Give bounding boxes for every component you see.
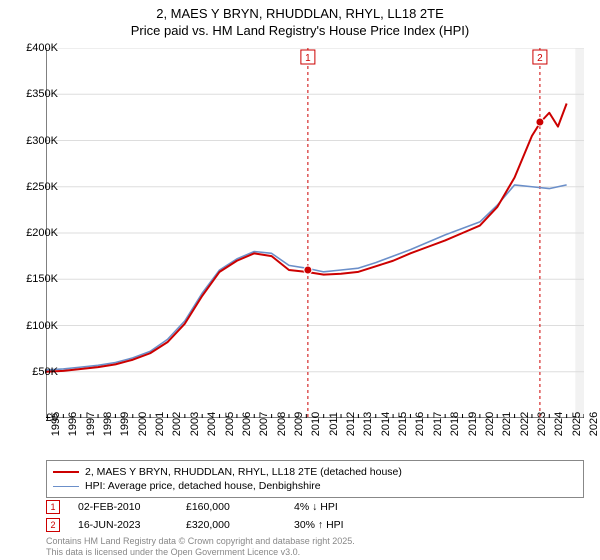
x-axis-label: 2017 bbox=[432, 412, 444, 436]
x-axis-label: 2005 bbox=[224, 412, 236, 436]
x-axis-label: 2001 bbox=[154, 412, 166, 436]
chart-plot-area: 12 bbox=[46, 48, 584, 418]
x-axis-label: 2010 bbox=[310, 412, 322, 436]
y-axis-label: £250K bbox=[26, 181, 58, 193]
x-axis-label: 2024 bbox=[553, 412, 565, 436]
x-axis-label: 2004 bbox=[206, 412, 218, 436]
y-axis-label: £150K bbox=[26, 273, 58, 285]
x-axis-label: 2018 bbox=[449, 412, 461, 436]
attribution-text: Contains HM Land Registry data © Crown c… bbox=[46, 536, 355, 558]
svg-text:2: 2 bbox=[537, 53, 543, 64]
x-axis-label: 1996 bbox=[67, 412, 79, 436]
x-axis-label: 2019 bbox=[467, 412, 479, 436]
sale-price: £160,000 bbox=[186, 501, 276, 513]
x-axis-label: 2021 bbox=[501, 412, 513, 436]
sale-row: 1 02-FEB-2010 £160,000 4% ↓ HPI bbox=[46, 498, 584, 516]
y-axis-label: £300K bbox=[26, 135, 58, 147]
title-line-2: Price paid vs. HM Land Registry's House … bbox=[131, 23, 469, 38]
attribution-line-1: Contains HM Land Registry data © Crown c… bbox=[46, 536, 355, 546]
x-axis-label: 2014 bbox=[380, 412, 392, 436]
x-axis-label: 2012 bbox=[345, 412, 357, 436]
attribution-line-2: This data is licensed under the Open Gov… bbox=[46, 547, 300, 557]
sale-delta: 30% ↑ HPI bbox=[294, 519, 384, 531]
legend-label-hpi: HPI: Average price, detached house, Denb… bbox=[85, 480, 321, 492]
x-axis-label: 2022 bbox=[519, 412, 531, 436]
x-axis-label: 2000 bbox=[137, 412, 149, 436]
x-axis-label: 2015 bbox=[397, 412, 409, 436]
y-axis-label: £350K bbox=[26, 88, 58, 100]
sale-price: £320,000 bbox=[186, 519, 276, 531]
sales-table: 1 02-FEB-2010 £160,000 4% ↓ HPI 2 16-JUN-2023… bbox=[46, 498, 584, 534]
x-axis-label: 2002 bbox=[171, 412, 183, 436]
x-axis-label: 2008 bbox=[276, 412, 288, 436]
y-axis-label: £200K bbox=[26, 227, 58, 239]
chart-title: 2, MAES Y BRYN, RHUDDLAN, RHYL, LL18 2TE… bbox=[0, 0, 600, 42]
legend-box: 2, MAES Y BRYN, RHUDDLAN, RHYL, LL18 2TE… bbox=[46, 460, 584, 498]
sale-delta: 4% ↓ HPI bbox=[294, 501, 384, 513]
x-axis-label: 1995 bbox=[50, 412, 62, 436]
legend-label-price-paid: 2, MAES Y BRYN, RHUDDLAN, RHYL, LL18 2TE… bbox=[85, 466, 402, 478]
x-axis-label: 1997 bbox=[85, 412, 97, 436]
sale-date: 02-FEB-2010 bbox=[78, 501, 168, 513]
sale-marker-box: 1 bbox=[46, 500, 60, 514]
x-axis-label: 2013 bbox=[362, 412, 374, 436]
legend-swatch-hpi bbox=[53, 486, 79, 487]
sale-marker-box: 2 bbox=[46, 518, 60, 532]
x-axis-label: 2003 bbox=[189, 412, 201, 436]
x-axis-label: 2016 bbox=[414, 412, 426, 436]
sale-date: 16-JUN-2023 bbox=[78, 519, 168, 531]
title-line-1: 2, MAES Y BRYN, RHUDDLAN, RHYL, LL18 2TE bbox=[156, 6, 444, 21]
x-axis-label: 1999 bbox=[119, 412, 131, 436]
y-axis-label: £100K bbox=[26, 320, 58, 332]
legend-item-hpi: HPI: Average price, detached house, Denb… bbox=[53, 479, 577, 493]
chart-svg: 12 bbox=[46, 48, 584, 418]
legend-item-price-paid: 2, MAES Y BRYN, RHUDDLAN, RHYL, LL18 2TE… bbox=[53, 465, 577, 479]
x-axis-label: 2007 bbox=[258, 412, 270, 436]
y-axis-label: £50K bbox=[32, 366, 58, 378]
legend-swatch-price-paid bbox=[53, 471, 79, 473]
x-axis-label: 2026 bbox=[588, 412, 600, 436]
x-axis-label: 2011 bbox=[328, 412, 340, 436]
x-axis-label: 2020 bbox=[484, 412, 496, 436]
x-axis-label: 1998 bbox=[102, 412, 114, 436]
x-axis-label: 2023 bbox=[536, 412, 548, 436]
x-axis-label: 2006 bbox=[241, 412, 253, 436]
x-axis-label: 2025 bbox=[571, 412, 583, 436]
x-axis-label: 2009 bbox=[293, 412, 305, 436]
y-axis-label: £400K bbox=[26, 42, 58, 54]
sale-row: 2 16-JUN-2023 £320,000 30% ↑ HPI bbox=[46, 516, 584, 534]
svg-text:1: 1 bbox=[305, 53, 311, 64]
